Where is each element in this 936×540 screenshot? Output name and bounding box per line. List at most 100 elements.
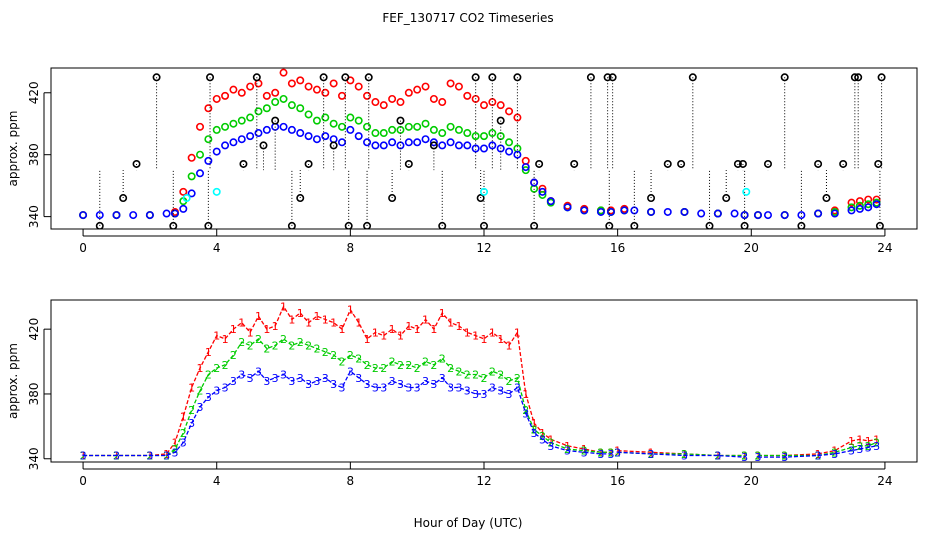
data-point [705,221,714,229]
data-point [279,122,288,131]
data-point [780,211,789,220]
point-label: 1 [222,333,229,346]
point-label: 3 [848,445,855,458]
point-label: 1 [272,320,279,333]
point-label: 3 [547,440,554,453]
data-point [254,107,263,116]
data-point [438,129,447,138]
point-label: 1 [171,437,178,450]
data-point [463,91,472,100]
data-point [371,141,380,150]
data-point [647,207,656,216]
point-label: 2 [389,356,396,369]
point-label: 3 [297,372,304,385]
x-tick-label: 16 [610,474,625,488]
data-point [354,132,363,141]
point-label: 2 [222,359,229,372]
x-axis-label: Hour of Day (UTC) [414,516,523,530]
point-label: 1 [439,307,446,320]
data-point [371,98,380,107]
point-label: 2 [322,346,329,359]
point-label: 3 [146,450,153,463]
x-tick-label: 12 [476,474,491,488]
point-label: 2 [171,443,178,456]
point-label: 3 [188,417,195,430]
data-point [713,209,722,218]
data-point [204,104,213,113]
point-label: 2 [481,372,488,385]
data-point [344,221,353,229]
point-label: 3 [280,369,287,382]
point-label: 1 [247,326,254,339]
point-label: 3 [447,381,454,394]
point-label: 1 [372,326,379,339]
point-label: 2 [380,362,387,375]
data-point [204,221,213,229]
data-point [830,209,839,218]
point-label: 2 [188,404,195,417]
data-point [363,138,372,147]
data-point [855,197,864,206]
data-point [388,138,397,147]
data-point [187,189,196,198]
point-label: 3 [238,369,245,382]
data-point [262,104,271,113]
point-label: 1 [831,445,838,458]
point-label: 1 [472,330,479,343]
data-point [438,141,447,150]
data-point [95,221,104,229]
point-label: 2 [714,450,721,463]
point-label: 1 [581,443,588,456]
point-label: 3 [514,381,521,394]
point-label: 3 [339,381,346,394]
data-point [271,116,280,125]
data-point [855,201,864,210]
point-label: 3 [380,381,387,394]
data-point [864,200,873,209]
point-label: 1 [873,433,880,446]
data-point [388,194,397,203]
data-point [329,119,338,128]
data-point [488,73,497,82]
data-point [530,178,539,187]
y-tick-label: 420 [27,318,41,341]
data-point [438,98,447,107]
series-series2 [79,94,881,220]
point-label: 2 [497,369,504,382]
point-label: 2 [506,375,513,388]
data-point [586,73,595,82]
point-label: 1 [364,333,371,346]
data-point [229,119,238,128]
point-label: 1 [255,310,262,323]
data-point [95,211,104,220]
point-label: 1 [288,313,295,326]
data-point [697,209,706,218]
data-point [839,159,848,168]
point-label: 3 [581,446,588,459]
data-point [421,135,430,144]
point-label: 3 [648,448,655,461]
data-point [446,138,455,147]
point-label: 1 [614,445,621,458]
point-label: 3 [213,385,220,398]
data-point [279,94,288,103]
point-label: 2 [447,362,454,375]
point-label: 3 [815,450,822,463]
point-label: 3 [422,375,429,388]
point-label: 3 [113,450,120,463]
data-point [304,132,313,141]
data-point [363,91,372,100]
point-label: 2 [313,343,320,356]
data-point [488,129,497,138]
data-point [854,73,863,82]
data-point [763,211,772,220]
point-label: 1 [197,362,204,375]
point-label: 3 [489,381,496,394]
point-label: 3 [397,378,404,391]
point-label: 2 [781,450,788,463]
point-label: 1 [815,448,822,461]
data-point [822,194,831,203]
point-label: 3 [389,375,396,388]
point-label: 3 [272,372,279,385]
data-point [780,73,789,82]
